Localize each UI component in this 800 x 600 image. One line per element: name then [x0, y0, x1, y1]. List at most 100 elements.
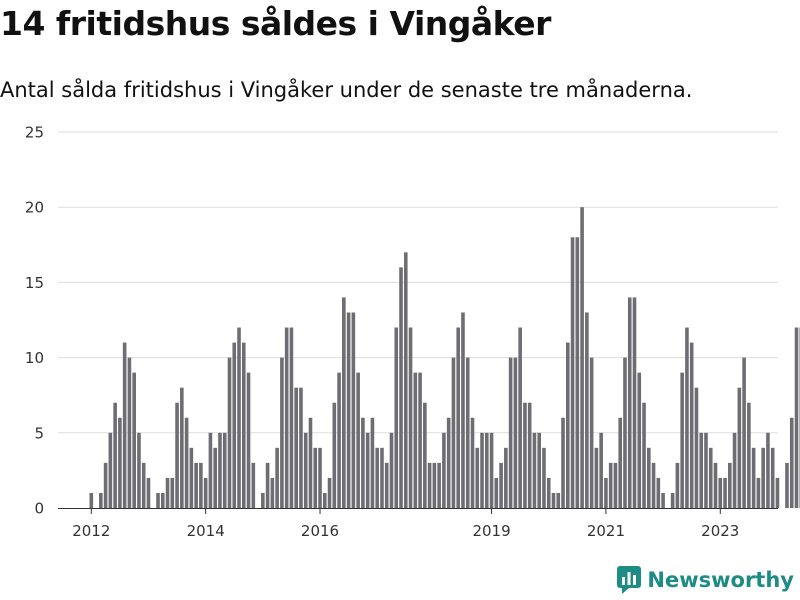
bar: [261, 492, 265, 508]
bar: [284, 327, 289, 508]
bar: [427, 462, 432, 508]
bar: [575, 237, 580, 508]
bar: [461, 312, 465, 508]
bar: [470, 417, 475, 508]
bar: [651, 462, 656, 508]
bar: [494, 477, 499, 508]
chart-logo-icon: [617, 566, 642, 594]
bar: [384, 462, 389, 508]
bar: [127, 357, 132, 508]
bar: [747, 402, 751, 508]
y-tick-label: 10: [25, 349, 44, 367]
bar: [289, 327, 294, 508]
bar: [713, 462, 718, 508]
bar: [346, 312, 351, 508]
bar: [789, 417, 794, 508]
bar: [294, 387, 298, 508]
bar: [184, 417, 189, 508]
brand-logo: Newsworthy: [617, 566, 794, 594]
y-tick-label: 15: [25, 274, 44, 292]
bar: [251, 462, 256, 508]
bar: [794, 327, 799, 508]
bar: [556, 492, 561, 508]
bar: [194, 462, 198, 508]
bar: [604, 477, 608, 508]
bar: [618, 417, 623, 508]
bar: [208, 432, 213, 508]
bar: [327, 477, 332, 508]
x-tick-label: 2021: [587, 522, 625, 540]
bar: [280, 357, 284, 508]
bar: [513, 357, 518, 508]
bar: [499, 462, 503, 508]
bar: [504, 447, 508, 508]
bar: [570, 237, 575, 508]
bar: [613, 462, 618, 508]
bar: [380, 447, 384, 508]
bar: [213, 447, 217, 508]
y-tick-label: 20: [25, 199, 44, 217]
bar: [675, 462, 680, 508]
bar: [418, 372, 422, 508]
bar: [122, 342, 127, 508]
bar: [246, 372, 251, 508]
bar: [365, 432, 370, 508]
bar: [770, 447, 775, 508]
bar: [608, 462, 613, 508]
bar: [546, 477, 551, 508]
y-tick-label: 5: [34, 424, 44, 442]
bar: [132, 372, 136, 508]
bar: [756, 477, 761, 508]
bar: [785, 462, 789, 508]
bar: [270, 477, 275, 508]
bar: [451, 357, 456, 508]
bar: [318, 447, 322, 508]
bar: [218, 432, 222, 508]
bar: [594, 447, 599, 508]
x-tick-label: 2012: [72, 522, 110, 540]
bar: [180, 387, 184, 508]
bar: [389, 432, 394, 508]
bar: [170, 477, 175, 508]
bar: [527, 402, 532, 508]
bar: [589, 357, 594, 508]
bar: [313, 447, 318, 508]
bar: [475, 447, 480, 508]
bar: [308, 417, 313, 508]
bar: [542, 447, 546, 508]
bar: [299, 387, 303, 508]
bar: [766, 432, 770, 508]
bar: [408, 327, 413, 508]
bar: [751, 447, 756, 508]
bar: [227, 357, 232, 508]
bar: [332, 402, 337, 508]
bar: [437, 462, 441, 508]
bar: [351, 312, 356, 508]
bar: [275, 447, 279, 508]
bar: [403, 252, 408, 508]
bar: [561, 417, 565, 508]
bar: [456, 327, 460, 508]
bar: [647, 447, 651, 508]
bar: [518, 327, 522, 508]
bar: [265, 462, 270, 508]
bar: [446, 417, 451, 508]
bar: [241, 342, 246, 508]
bar: [537, 432, 542, 508]
bar: [342, 297, 346, 508]
bar: [718, 477, 723, 508]
bar: [375, 447, 379, 508]
bar: [322, 492, 327, 508]
chart-subtitle: Antal sålda fritidshus i Vingåker under …: [0, 78, 693, 102]
brand-name: Newsworthy: [647, 568, 794, 592]
bar: [532, 432, 537, 508]
bar: [160, 492, 165, 508]
bar: [623, 357, 627, 508]
x-tick-label: 2016: [301, 522, 339, 540]
bar: [708, 447, 713, 508]
bar: [118, 417, 122, 508]
bar: [523, 402, 527, 508]
bar: [480, 432, 484, 508]
bar: [761, 447, 765, 508]
bar: [637, 372, 642, 508]
